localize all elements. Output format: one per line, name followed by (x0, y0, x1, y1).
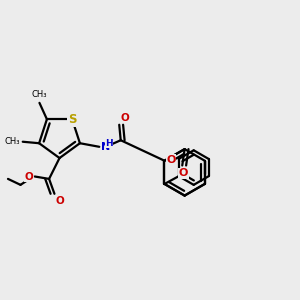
Text: O: O (179, 169, 188, 178)
Text: O: O (166, 155, 176, 165)
Text: CH₃: CH₃ (32, 90, 47, 99)
Text: O: O (25, 172, 33, 182)
Text: CH₃: CH₃ (5, 137, 20, 146)
Text: N: N (101, 142, 110, 152)
Text: O: O (120, 113, 129, 123)
Text: H: H (106, 139, 113, 148)
Text: O: O (56, 196, 64, 206)
Text: S: S (68, 113, 76, 126)
